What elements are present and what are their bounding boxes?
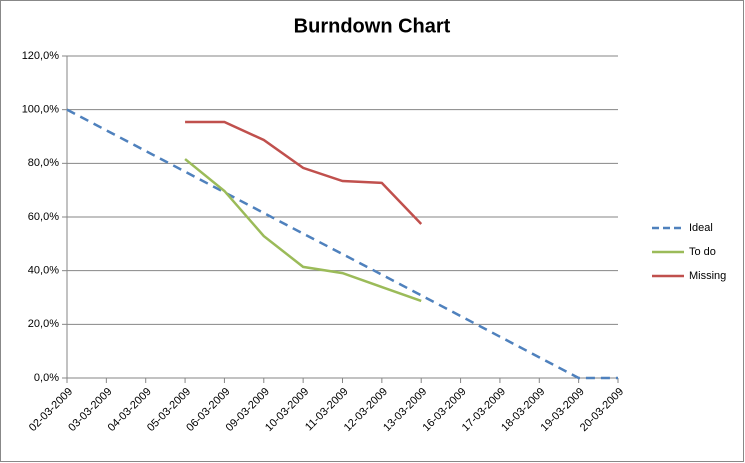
- y-tick-label: 120,0%: [22, 50, 60, 62]
- y-tick-label: 20,0%: [28, 318, 59, 330]
- series-line: [184, 158, 422, 303]
- y-tick-label: 60,0%: [28, 211, 59, 223]
- y-tick-label: 40,0%: [28, 265, 59, 277]
- y-tick-label: 80,0%: [28, 157, 59, 169]
- series-line: [66, 108, 618, 380]
- legend-label: To do: [689, 246, 716, 258]
- y-tick-label: 100,0%: [22, 104, 60, 116]
- y-tick-label: 0,0%: [34, 372, 59, 384]
- chart-title: Burndown Chart: [294, 15, 451, 37]
- legend-label: Missing: [689, 270, 726, 282]
- series-line: [185, 120, 423, 225]
- legend-label: Ideal: [689, 222, 713, 234]
